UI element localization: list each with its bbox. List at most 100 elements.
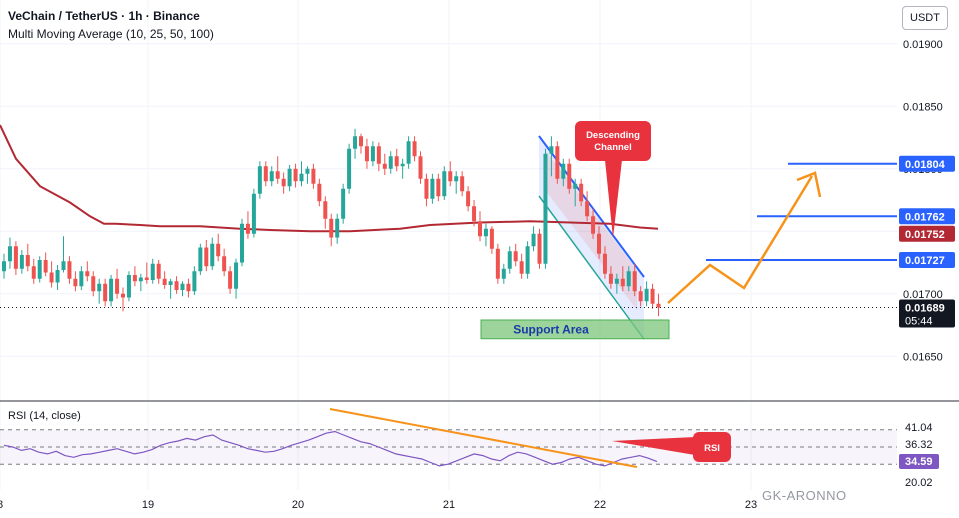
candle bbox=[442, 166, 447, 200]
candle-body bbox=[585, 201, 590, 217]
candle bbox=[115, 268, 120, 299]
price-label-box-0.01727 bbox=[899, 252, 955, 268]
candle-body bbox=[210, 243, 215, 267]
candle-body bbox=[186, 283, 191, 292]
candle bbox=[466, 186, 471, 212]
candle bbox=[347, 143, 352, 194]
candle bbox=[656, 293, 661, 317]
candle bbox=[341, 183, 346, 224]
candle bbox=[275, 156, 280, 184]
price-label-0.01689: 0.01689 bbox=[905, 303, 945, 315]
candle-body bbox=[138, 277, 143, 282]
grid bbox=[0, 0, 897, 490]
currency-button[interactable]: USDT bbox=[902, 6, 948, 30]
rsi-tick-label: 36.32 bbox=[905, 439, 933, 451]
candle-body bbox=[436, 178, 441, 197]
candle bbox=[198, 243, 203, 275]
candle bbox=[638, 286, 643, 307]
price-label-box-0.01689 bbox=[899, 299, 955, 328]
candle bbox=[55, 265, 60, 290]
rsi-callout-label: RSI bbox=[704, 443, 720, 454]
candle-body bbox=[7, 246, 12, 262]
price-label-0.01762: 0.01762 bbox=[905, 211, 945, 223]
candle-body bbox=[323, 201, 328, 219]
candle-body bbox=[115, 278, 120, 294]
candle bbox=[210, 237, 215, 270]
candle bbox=[180, 281, 185, 297]
channel-callout-label-line1: Descending bbox=[586, 130, 640, 141]
candle-body bbox=[632, 271, 637, 292]
time-tick-label: 21 bbox=[443, 499, 455, 511]
candle bbox=[281, 172, 286, 194]
candle-body bbox=[204, 247, 209, 267]
candle-body bbox=[519, 261, 524, 274]
candle-body bbox=[543, 153, 548, 264]
candle bbox=[573, 178, 578, 207]
candle bbox=[489, 226, 494, 254]
candle-body bbox=[394, 156, 399, 167]
candle bbox=[85, 261, 90, 282]
candle-body bbox=[97, 283, 102, 292]
candle bbox=[293, 163, 298, 188]
candle bbox=[501, 263, 506, 284]
candle-body bbox=[257, 166, 262, 194]
price-label-0.01804: 0.01804 bbox=[905, 159, 946, 171]
rsi-callout-pointer bbox=[612, 437, 695, 455]
candle bbox=[454, 171, 459, 194]
candle bbox=[13, 241, 18, 275]
candle bbox=[549, 136, 554, 177]
candle-body bbox=[168, 281, 173, 285]
candle-body bbox=[478, 221, 482, 237]
candle-body bbox=[121, 293, 125, 298]
price-tick-label: 0.01700 bbox=[903, 289, 943, 301]
candle-body bbox=[198, 247, 203, 272]
candle bbox=[305, 166, 310, 184]
rsi-callout-box bbox=[693, 432, 731, 462]
rsi-current-box bbox=[899, 454, 939, 469]
candle-body bbox=[364, 146, 369, 162]
time-tick-label: 23 bbox=[745, 499, 757, 511]
rsi-tick-label: 20.02 bbox=[905, 477, 933, 489]
candle bbox=[240, 218, 244, 267]
candle-body bbox=[222, 256, 227, 272]
candle bbox=[79, 266, 84, 290]
channel-callout-label-line2: Channel bbox=[594, 142, 631, 153]
indicator-label: Multi Moving Average (10, 25, 50, 100) bbox=[8, 27, 214, 41]
candle-body bbox=[216, 243, 221, 257]
support-area: Support Area bbox=[480, 319, 670, 340]
candle bbox=[430, 173, 435, 204]
price-tick-label: 0.01650 bbox=[903, 351, 943, 363]
candle bbox=[585, 191, 590, 222]
candle-body bbox=[251, 193, 256, 234]
candle bbox=[513, 243, 518, 267]
price-tick-label: 0.01850 bbox=[903, 101, 943, 113]
candle-body bbox=[245, 223, 250, 234]
candle-body bbox=[614, 278, 619, 284]
candle bbox=[567, 158, 572, 194]
candle-body bbox=[126, 275, 131, 298]
candle bbox=[329, 213, 334, 247]
channel-fill-upper bbox=[539, 136, 644, 337]
candle-body bbox=[412, 141, 417, 157]
countdown-label: 05:44 bbox=[905, 316, 933, 328]
candle bbox=[204, 240, 209, 272]
candle bbox=[251, 188, 256, 238]
candle bbox=[555, 141, 560, 184]
candle-body bbox=[597, 233, 601, 254]
candle bbox=[323, 196, 328, 229]
candle bbox=[597, 226, 601, 259]
candle-body bbox=[418, 156, 423, 179]
candle bbox=[478, 211, 482, 242]
time-axis: 8 19 20 21 22 23 bbox=[0, 499, 757, 511]
candle-body bbox=[406, 141, 411, 164]
candle-body bbox=[454, 176, 459, 182]
candle-body bbox=[317, 183, 322, 202]
candle-body bbox=[91, 276, 96, 292]
candle bbox=[460, 171, 465, 197]
candle-body bbox=[602, 253, 607, 274]
chart-title: VeChain / TetherUS · 1h · Binance bbox=[8, 9, 200, 23]
rsi-title: RSI (14, close) bbox=[8, 410, 81, 422]
candle bbox=[245, 211, 250, 239]
candle-body bbox=[299, 173, 304, 182]
